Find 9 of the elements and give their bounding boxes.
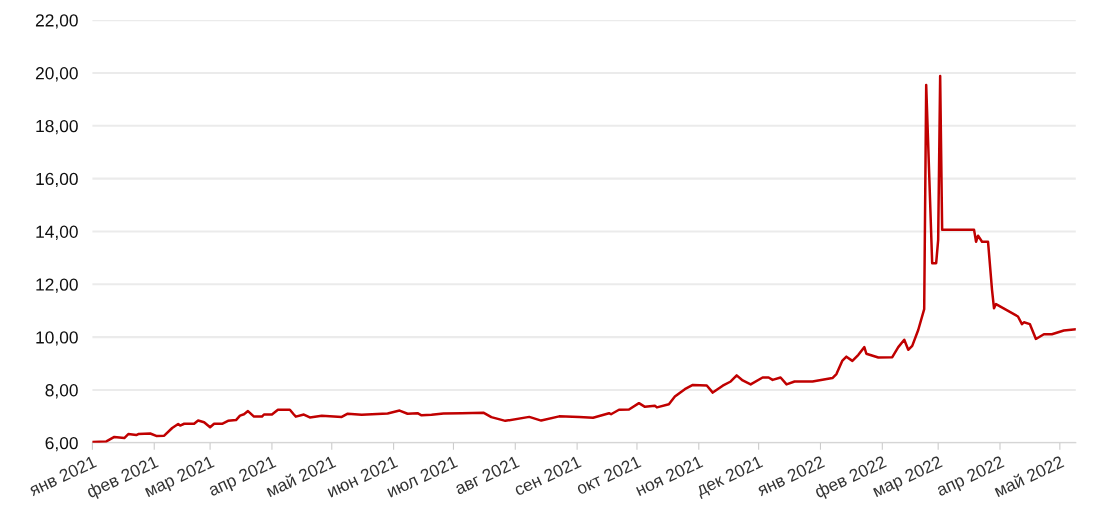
y-tick-label: 10,00 [36,331,78,346]
y-tick-label: 12,00 [36,278,78,293]
y-tick-label: 18,00 [36,119,78,135]
y-tick-label: 14,00 [36,225,78,240]
y-tick-label: 22,00 [35,14,78,29]
y-tick-label: 6,00 [45,436,78,452]
y-tick-label: 20,00 [35,67,78,82]
y-tick-label: 8,00 [45,384,78,399]
y-tick-label: 16,00 [36,172,78,188]
